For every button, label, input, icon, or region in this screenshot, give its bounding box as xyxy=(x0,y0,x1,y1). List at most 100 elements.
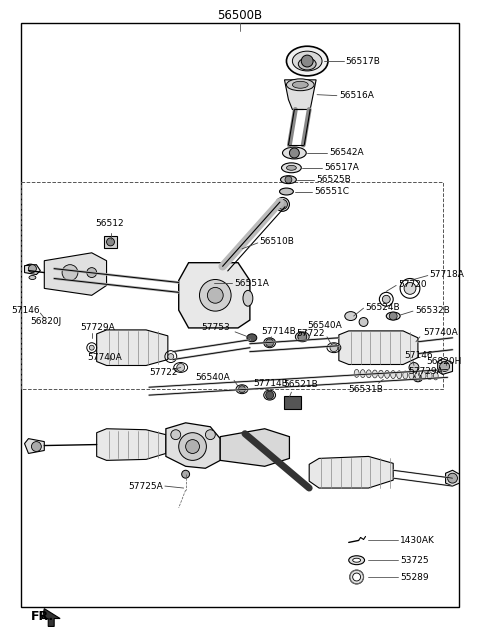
Ellipse shape xyxy=(345,312,357,320)
Ellipse shape xyxy=(372,370,377,378)
Ellipse shape xyxy=(287,165,296,170)
Text: 57722: 57722 xyxy=(149,368,178,377)
Circle shape xyxy=(179,433,206,460)
Polygon shape xyxy=(179,263,250,328)
Text: 56500B: 56500B xyxy=(217,9,263,22)
Text: 56512: 56512 xyxy=(95,219,124,228)
Text: 56516A: 56516A xyxy=(339,91,374,100)
Ellipse shape xyxy=(247,334,257,342)
Ellipse shape xyxy=(415,372,420,379)
Circle shape xyxy=(107,238,114,246)
Text: 55289: 55289 xyxy=(400,572,429,581)
Polygon shape xyxy=(285,80,316,109)
FancyBboxPatch shape xyxy=(104,235,117,248)
Text: 57725A: 57725A xyxy=(128,482,163,491)
Circle shape xyxy=(447,473,457,483)
Text: 56532B: 56532B xyxy=(415,305,450,314)
Circle shape xyxy=(208,276,222,291)
Ellipse shape xyxy=(350,570,363,584)
Polygon shape xyxy=(339,331,418,365)
Text: 56551C: 56551C xyxy=(314,187,349,196)
Ellipse shape xyxy=(359,318,368,327)
Ellipse shape xyxy=(383,295,390,303)
Circle shape xyxy=(186,440,200,453)
Circle shape xyxy=(207,287,223,303)
Circle shape xyxy=(289,148,300,158)
Ellipse shape xyxy=(292,51,322,71)
Polygon shape xyxy=(438,359,453,374)
Circle shape xyxy=(171,430,180,440)
Text: 57720: 57720 xyxy=(398,280,427,289)
Circle shape xyxy=(298,332,307,341)
Circle shape xyxy=(266,339,274,347)
Circle shape xyxy=(32,442,41,451)
Ellipse shape xyxy=(279,188,293,195)
Text: 56510B: 56510B xyxy=(260,237,295,246)
Ellipse shape xyxy=(421,372,426,379)
Circle shape xyxy=(409,363,419,372)
Ellipse shape xyxy=(403,371,408,379)
Ellipse shape xyxy=(298,58,316,70)
Ellipse shape xyxy=(391,370,396,379)
Circle shape xyxy=(28,265,36,273)
Text: 56540A: 56540A xyxy=(307,322,342,331)
Ellipse shape xyxy=(236,385,248,394)
Ellipse shape xyxy=(384,370,389,378)
Ellipse shape xyxy=(292,81,308,88)
Ellipse shape xyxy=(287,46,328,76)
Ellipse shape xyxy=(366,370,371,377)
Ellipse shape xyxy=(29,276,36,280)
Ellipse shape xyxy=(353,558,360,562)
Text: 56820J: 56820J xyxy=(30,318,62,327)
Text: 57740A: 57740A xyxy=(87,353,121,362)
Polygon shape xyxy=(309,457,393,488)
Circle shape xyxy=(239,386,245,393)
Text: 1430AK: 1430AK xyxy=(400,536,435,545)
Polygon shape xyxy=(42,609,60,626)
Circle shape xyxy=(277,199,288,210)
Circle shape xyxy=(440,361,450,372)
Text: 57729A: 57729A xyxy=(80,323,115,332)
Text: 57722: 57722 xyxy=(297,329,325,338)
Polygon shape xyxy=(96,330,168,365)
Circle shape xyxy=(389,312,397,320)
Ellipse shape xyxy=(264,390,276,400)
Ellipse shape xyxy=(433,372,438,380)
Text: 56517B: 56517B xyxy=(346,57,381,66)
Ellipse shape xyxy=(397,371,402,379)
Polygon shape xyxy=(44,253,107,295)
Ellipse shape xyxy=(404,282,416,294)
Ellipse shape xyxy=(295,332,309,342)
Ellipse shape xyxy=(24,264,36,273)
Circle shape xyxy=(301,55,313,67)
Text: 56525B: 56525B xyxy=(316,175,351,184)
Ellipse shape xyxy=(349,556,364,565)
Text: 57740A: 57740A xyxy=(423,329,457,338)
Ellipse shape xyxy=(276,197,289,212)
Text: 56540A: 56540A xyxy=(195,373,230,382)
Text: 57714B: 57714B xyxy=(253,379,288,388)
Polygon shape xyxy=(96,429,166,460)
Ellipse shape xyxy=(89,345,94,350)
Ellipse shape xyxy=(427,372,432,380)
Ellipse shape xyxy=(287,79,314,91)
Text: 56521B: 56521B xyxy=(284,380,318,389)
Ellipse shape xyxy=(283,147,306,159)
Ellipse shape xyxy=(280,176,296,184)
Polygon shape xyxy=(220,429,289,466)
Text: 57714B: 57714B xyxy=(262,327,297,336)
Text: 56531B: 56531B xyxy=(349,385,384,394)
Text: 56524B: 56524B xyxy=(366,303,400,312)
Circle shape xyxy=(177,363,185,372)
Ellipse shape xyxy=(217,264,231,278)
Circle shape xyxy=(415,376,421,381)
Circle shape xyxy=(353,573,360,581)
Ellipse shape xyxy=(360,370,365,377)
Text: 57718A: 57718A xyxy=(430,270,465,279)
Text: 56551A: 56551A xyxy=(234,279,269,288)
Ellipse shape xyxy=(264,338,276,348)
Polygon shape xyxy=(24,439,44,453)
Text: 56542A: 56542A xyxy=(329,149,363,158)
Text: 56517A: 56517A xyxy=(324,163,359,172)
Polygon shape xyxy=(166,423,220,468)
